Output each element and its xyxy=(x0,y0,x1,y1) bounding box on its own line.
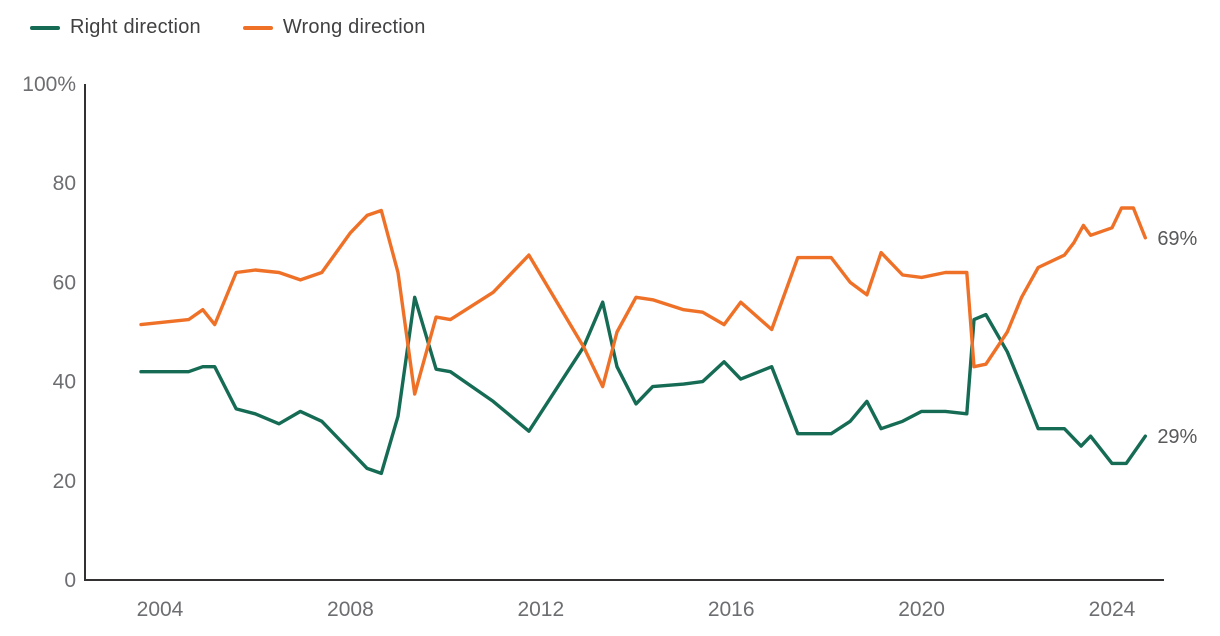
x-tick-label: 2012 xyxy=(517,598,564,621)
legend-label-right-direction: Right direction xyxy=(70,16,201,38)
y-tick-label: 0 xyxy=(64,569,76,592)
legend-label-wrong-direction: Wrong direction xyxy=(282,16,426,38)
end-label-right-direction: 29% xyxy=(1157,426,1197,448)
series-end-labels: 29% 69% xyxy=(1157,228,1197,448)
legend-swatch-right-direction xyxy=(30,25,60,30)
series-line-wrong-direction xyxy=(139,206,1148,396)
legend-item-wrong-direction: Wrong direction xyxy=(242,16,426,39)
x-tick-label: 2008 xyxy=(327,598,374,621)
x-tick-label: 2024 xyxy=(1089,598,1136,621)
series-line-right-direction xyxy=(139,295,1148,476)
end-label-wrong-direction: 69% xyxy=(1157,228,1197,250)
x-tick-label: 2016 xyxy=(708,598,755,621)
x-tick-label: 2004 xyxy=(137,598,184,621)
y-tick-label: 100% xyxy=(22,73,76,96)
axis-tick-labels: 100% 80 60 40 20 0 2004 2008 2012 2016 2020 2024 xyxy=(22,73,1135,621)
legend-item-right-direction: Right direction xyxy=(30,16,201,39)
y-tick-label: 20 xyxy=(53,470,76,493)
y-tick-label: 40 xyxy=(53,371,76,394)
chart-series-lines xyxy=(139,206,1148,476)
chart-legend: Right direction Wrong direction xyxy=(30,16,426,39)
legend-swatch-wrong-direction xyxy=(242,25,273,30)
y-tick-label: 60 xyxy=(53,271,76,294)
x-tick-label: 2020 xyxy=(898,598,945,621)
y-tick-label: 80 xyxy=(53,172,76,195)
